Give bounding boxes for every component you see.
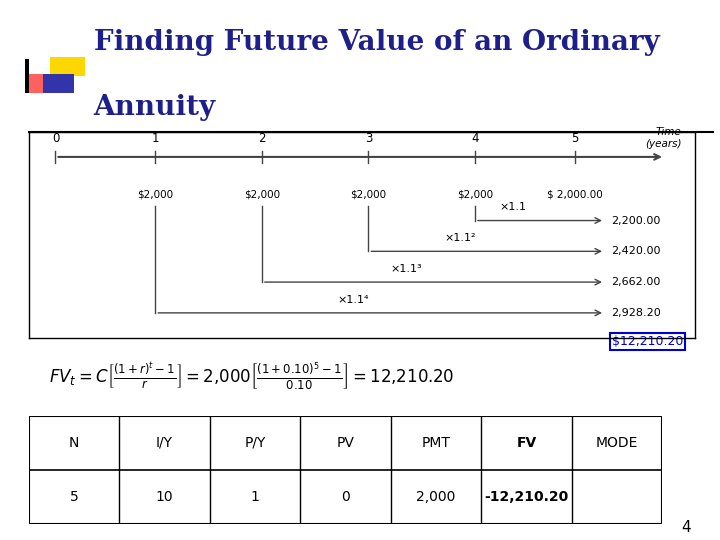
Text: PV: PV: [337, 436, 354, 450]
Text: I/Y: I/Y: [156, 436, 173, 450]
Text: 2: 2: [258, 132, 266, 145]
Text: 2,420.00: 2,420.00: [611, 246, 661, 256]
Text: FV: FV: [516, 436, 536, 450]
Text: 4: 4: [472, 132, 479, 145]
Text: Finding Future Value of an Ordinary: Finding Future Value of an Ordinary: [94, 29, 660, 56]
Text: 4: 4: [682, 519, 691, 535]
Text: ×1.1²: ×1.1²: [444, 233, 476, 243]
Text: $2,000: $2,000: [138, 190, 174, 200]
Text: $FV_t = C\left[\frac{(1+r)^t - 1}{r}\right] = 2{,}000\left[\frac{(1+0.10)^5 - 1}: $FV_t = C\left[\frac{(1+r)^t - 1}{r}\rig…: [49, 361, 454, 393]
Text: $ 2,000.00: $ 2,000.00: [547, 190, 603, 200]
Text: 0: 0: [52, 132, 59, 145]
Text: 2,662.00: 2,662.00: [611, 277, 661, 287]
Text: 5: 5: [70, 490, 78, 504]
Text: ×1.1³: ×1.1³: [391, 264, 423, 274]
Text: 5: 5: [571, 132, 579, 145]
Text: ×1.1⁴: ×1.1⁴: [338, 295, 369, 305]
Text: 1: 1: [251, 490, 259, 504]
Text: PMT: PMT: [422, 436, 451, 450]
Text: $2,000: $2,000: [457, 190, 493, 200]
Text: MODE: MODE: [596, 436, 639, 450]
Text: 3: 3: [365, 132, 372, 145]
Text: N: N: [69, 436, 79, 450]
Text: ×1.1: ×1.1: [500, 202, 527, 212]
Text: $2,000: $2,000: [351, 190, 387, 200]
Text: $12,210.20: $12,210.20: [611, 335, 683, 348]
Text: $2,000: $2,000: [244, 190, 280, 200]
Text: 1: 1: [152, 132, 159, 145]
Text: 2,200.00: 2,200.00: [611, 215, 661, 226]
Text: P/Y: P/Y: [244, 436, 266, 450]
Text: Annuity: Annuity: [94, 94, 216, 121]
Text: Time
(years): Time (years): [645, 127, 681, 148]
Text: 0: 0: [341, 490, 350, 504]
Text: -12,210.20: -12,210.20: [485, 490, 569, 504]
Text: 2,928.20: 2,928.20: [611, 308, 661, 318]
Text: 10: 10: [156, 490, 174, 504]
Text: 2,000: 2,000: [416, 490, 456, 504]
